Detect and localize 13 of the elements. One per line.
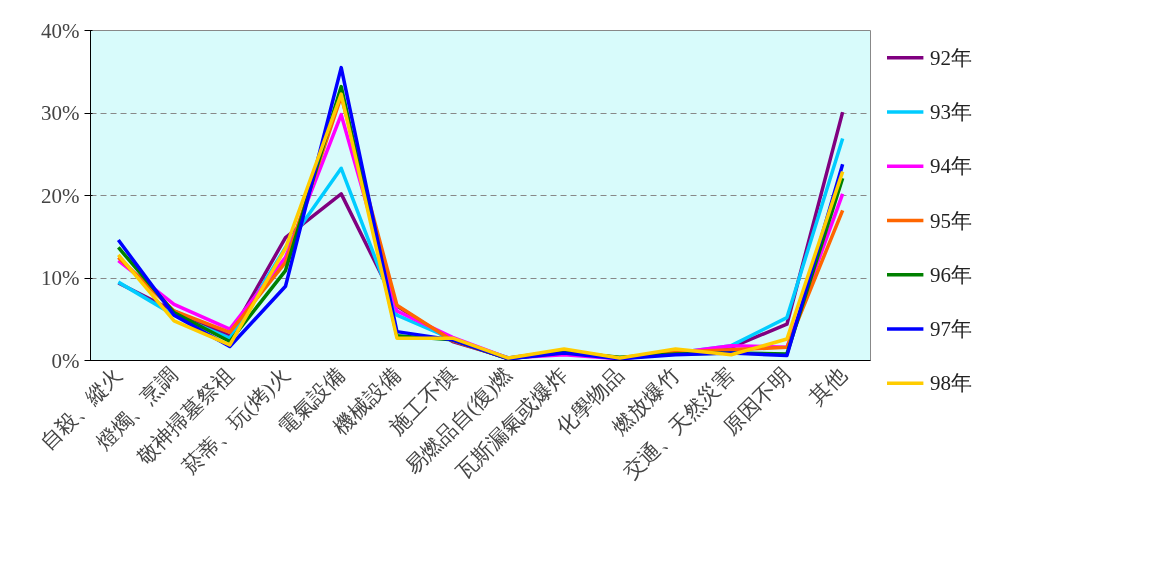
y-tick-label: 20%: [41, 183, 80, 208]
y-tick-label: 10%: [41, 266, 80, 290]
y-tick-label: 0%: [51, 348, 80, 373]
legend-label: 94年: [929, 154, 972, 179]
legend-label: 92年: [929, 45, 972, 70]
legend-label: 93年: [929, 99, 972, 124]
y-tick-label: 40%: [41, 18, 80, 43]
y-tick-label: 30%: [41, 101, 80, 125]
legend-label: 96年: [929, 262, 972, 287]
x-tick-label: 其他: [804, 363, 852, 410]
legend-label: 97年: [929, 317, 972, 342]
legend-label: 95年: [929, 208, 972, 233]
legend-label: 98年: [929, 371, 972, 396]
